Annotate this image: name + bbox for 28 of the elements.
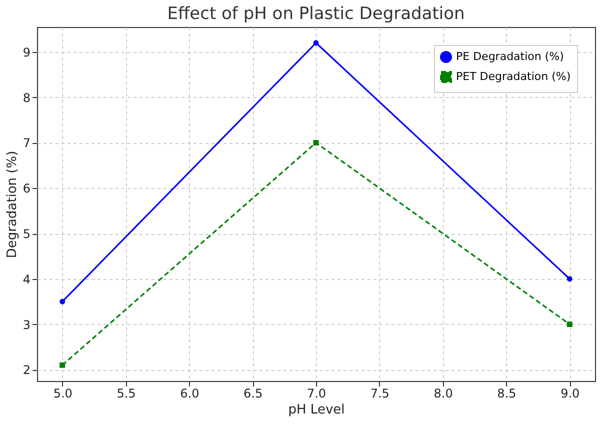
x-tick-label: 5.0	[53, 386, 72, 400]
x-tick-label: 9.0	[560, 386, 580, 400]
x-tick-label: 6.5	[244, 386, 263, 400]
y-tick-label: 7	[22, 136, 30, 150]
y-tick-label: 4	[22, 272, 30, 286]
point	[313, 140, 319, 146]
point	[60, 298, 66, 304]
y-axis-title: Degradation (%)	[4, 150, 20, 258]
legend-label: PET Degradation (%)	[456, 70, 571, 83]
y-tick-label: 2	[22, 363, 30, 378]
x-axis-title: pH Level	[288, 402, 345, 418]
x-tick-label: 8.0	[434, 386, 453, 400]
point	[313, 40, 319, 46]
chart-title: Effect of pH on Plastic Degradation	[167, 4, 465, 24]
x-tick-label: 6.0	[180, 386, 200, 400]
point	[60, 362, 66, 368]
y-tick-label: 5	[22, 227, 30, 241]
x-tick-label: 7.0	[306, 386, 326, 400]
y-tick-label: 6	[22, 182, 30, 196]
point	[566, 276, 572, 282]
x-tick-label: 7.5	[370, 386, 390, 400]
x-tick-label: 5.5	[116, 386, 136, 400]
x-tick-label: 8.5	[497, 386, 516, 400]
y-tick-label: 3	[22, 318, 30, 332]
y-tick-label: 8	[22, 90, 30, 105]
point	[566, 322, 572, 328]
legend-label: PE Degradation (%)	[456, 50, 564, 63]
y-tick-label: 9	[22, 45, 30, 60]
